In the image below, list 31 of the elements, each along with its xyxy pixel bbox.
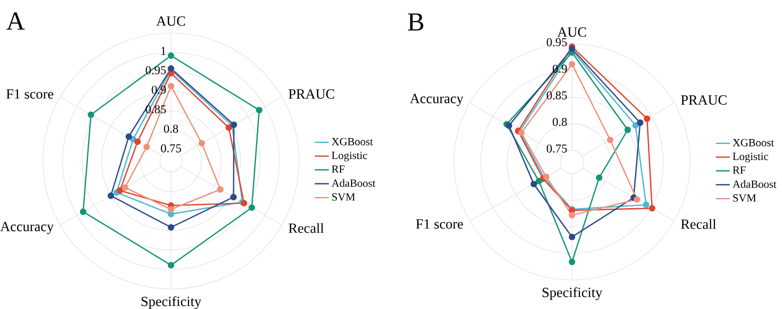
- legend-label: RF: [332, 165, 345, 173]
- spoke-label: PRAUC: [288, 89, 334, 99]
- y-tick-label: 0.75: [160, 144, 182, 152]
- spoke-label: Recall: [681, 219, 716, 229]
- y-tick-label: 0.8: [552, 118, 567, 126]
- legend-label: Logistic: [332, 152, 368, 162]
- y-tick-label: 0.85: [546, 91, 567, 100]
- legend-label: Logistic: [732, 152, 768, 162]
- legend-label: SVM: [733, 194, 756, 202]
- legend-label: SVM: [332, 193, 355, 201]
- spoke-label: AUC: [156, 16, 186, 26]
- legend-label: RF: [732, 166, 746, 174]
- legend-label: XGBoost: [732, 138, 774, 146]
- spoke-label: F1 score: [6, 89, 54, 99]
- spoke-label: AUC: [557, 27, 586, 37]
- spoke-label: Recall: [288, 223, 324, 233]
- legend-label: XGBoost: [332, 138, 373, 146]
- spoke-label: Accuracy: [0, 222, 54, 234]
- spoke-label: F1 score: [416, 219, 463, 229]
- y-tick-label: 0.8: [164, 124, 178, 133]
- y-tick-label: 0.95: [546, 38, 567, 46]
- legend-label: AdaBoost: [332, 179, 376, 187]
- chart-title: B: [408, 13, 424, 31]
- legend-label: AdaBoost: [732, 180, 776, 188]
- spoke-label: Specificity: [142, 296, 202, 309]
- y-tick-label: 0.75: [546, 144, 567, 153]
- chart-title: A: [6, 12, 25, 30]
- spoke-label: PRAUC: [681, 95, 726, 105]
- spoke-label: Accuracy: [410, 94, 464, 106]
- y-tick-label: 1: [161, 46, 166, 55]
- spoke-label: Specificity: [542, 287, 602, 300]
